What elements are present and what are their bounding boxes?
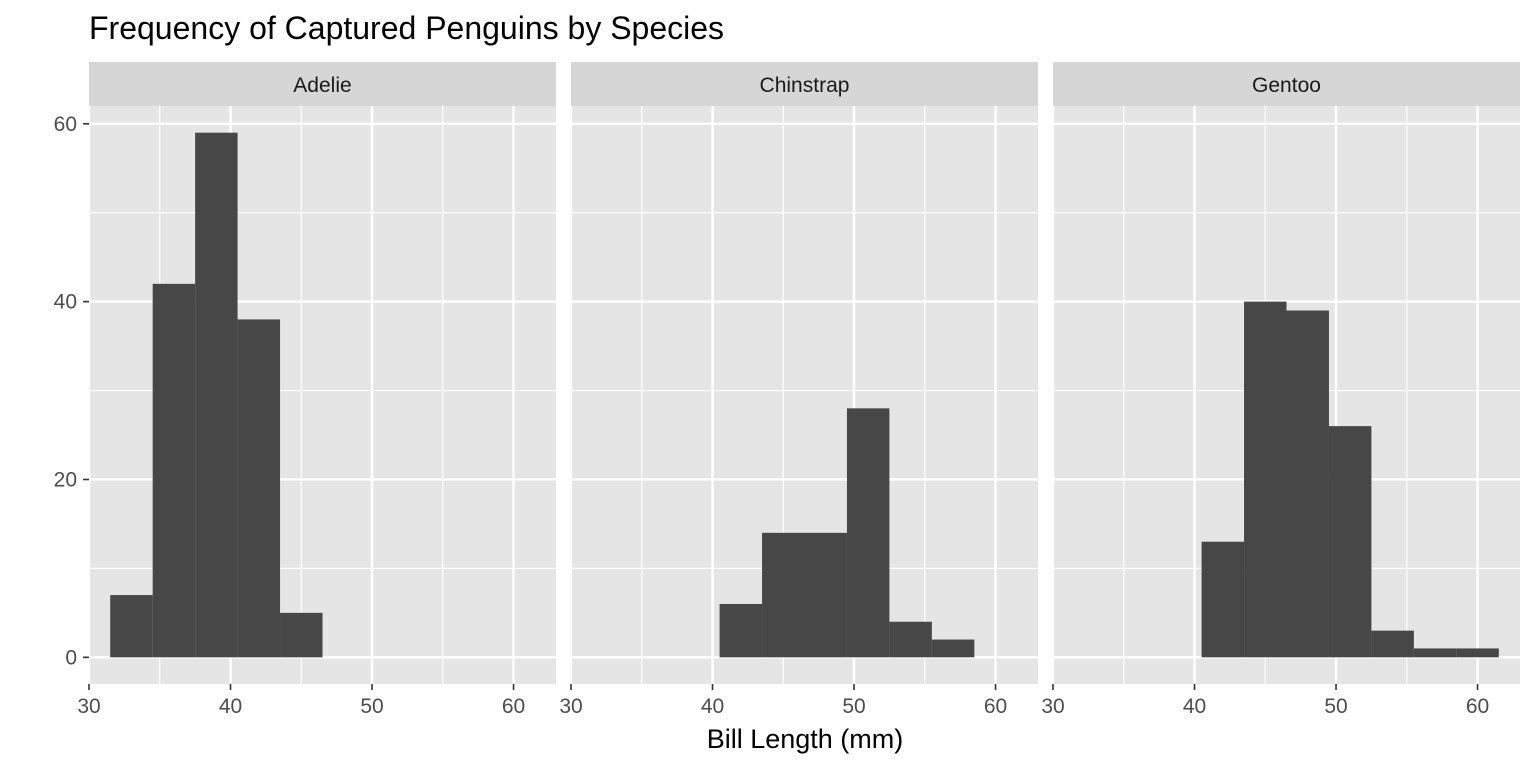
- histogram-bar: [237, 319, 281, 658]
- facet-panels: Adelie 30 40 50 60 Chinstrap 30 40 50 60 Gentoo 30 4…: [77, 62, 1520, 718]
- x-tick-label: 60: [502, 695, 525, 718]
- histogram-bar: [110, 595, 153, 658]
- x-tick-label: 60: [1466, 695, 1489, 718]
- chart-title: Frequency of Captured Penguins by Specie…: [89, 10, 724, 46]
- y-tick-label: 20: [54, 468, 77, 491]
- x-tick-label: 40: [701, 695, 724, 718]
- histogram-bar: [195, 132, 238, 658]
- histogram-bar: [1413, 648, 1457, 658]
- x-tick-label: 50: [360, 695, 383, 718]
- x-axis-title: Bill Length (mm): [707, 724, 904, 754]
- x-tick-label: 50: [842, 695, 865, 718]
- facet-strip-label: Adelie: [293, 74, 351, 97]
- facet-strip-label: Chinstrap: [760, 74, 850, 97]
- x-tick-label: 40: [219, 695, 242, 718]
- histogram-bar: [1371, 630, 1414, 658]
- histogram-bar: [1456, 648, 1499, 658]
- facet-strip-label: Gentoo: [1252, 74, 1321, 97]
- histogram-bar: [1286, 310, 1329, 658]
- facet-chinstrap: Chinstrap 30 40 50 60: [559, 62, 1038, 718]
- histogram-bar: [1244, 301, 1287, 658]
- histogram-bar: [931, 639, 975, 658]
- x-tick-label: 30: [559, 695, 582, 718]
- histogram-bar: [1201, 541, 1245, 658]
- x-tick-label: 40: [1183, 695, 1206, 718]
- facet-gentoo: Gentoo 30 40 50 60: [1041, 62, 1520, 718]
- y-tick-label: 40: [54, 291, 77, 314]
- x-tick-label: 30: [77, 695, 100, 718]
- facet-strip: [1053, 62, 1520, 106]
- x-tick-label: 30: [1041, 695, 1064, 718]
- facet-strip: [89, 62, 556, 106]
- histogram-bar: [804, 532, 847, 658]
- y-tick-label: 0: [65, 646, 77, 669]
- histogram-bar: [1328, 426, 1372, 658]
- histogram-bar: [762, 532, 805, 658]
- facet-strip: [571, 62, 1038, 106]
- histogram-bar: [846, 408, 890, 658]
- x-tick-label: 50: [1324, 695, 1347, 718]
- y-tick-label: 60: [54, 113, 77, 136]
- facet-adelie: Adelie 30 40 50 60: [77, 62, 556, 718]
- histogram-bar: [889, 621, 932, 658]
- histogram-bar: [719, 603, 763, 658]
- histogram-bar: [280, 612, 323, 658]
- x-tick-label: 60: [984, 695, 1007, 718]
- histogram-bar: [152, 283, 196, 658]
- y-axis: 0 20 40 60: [54, 113, 89, 669]
